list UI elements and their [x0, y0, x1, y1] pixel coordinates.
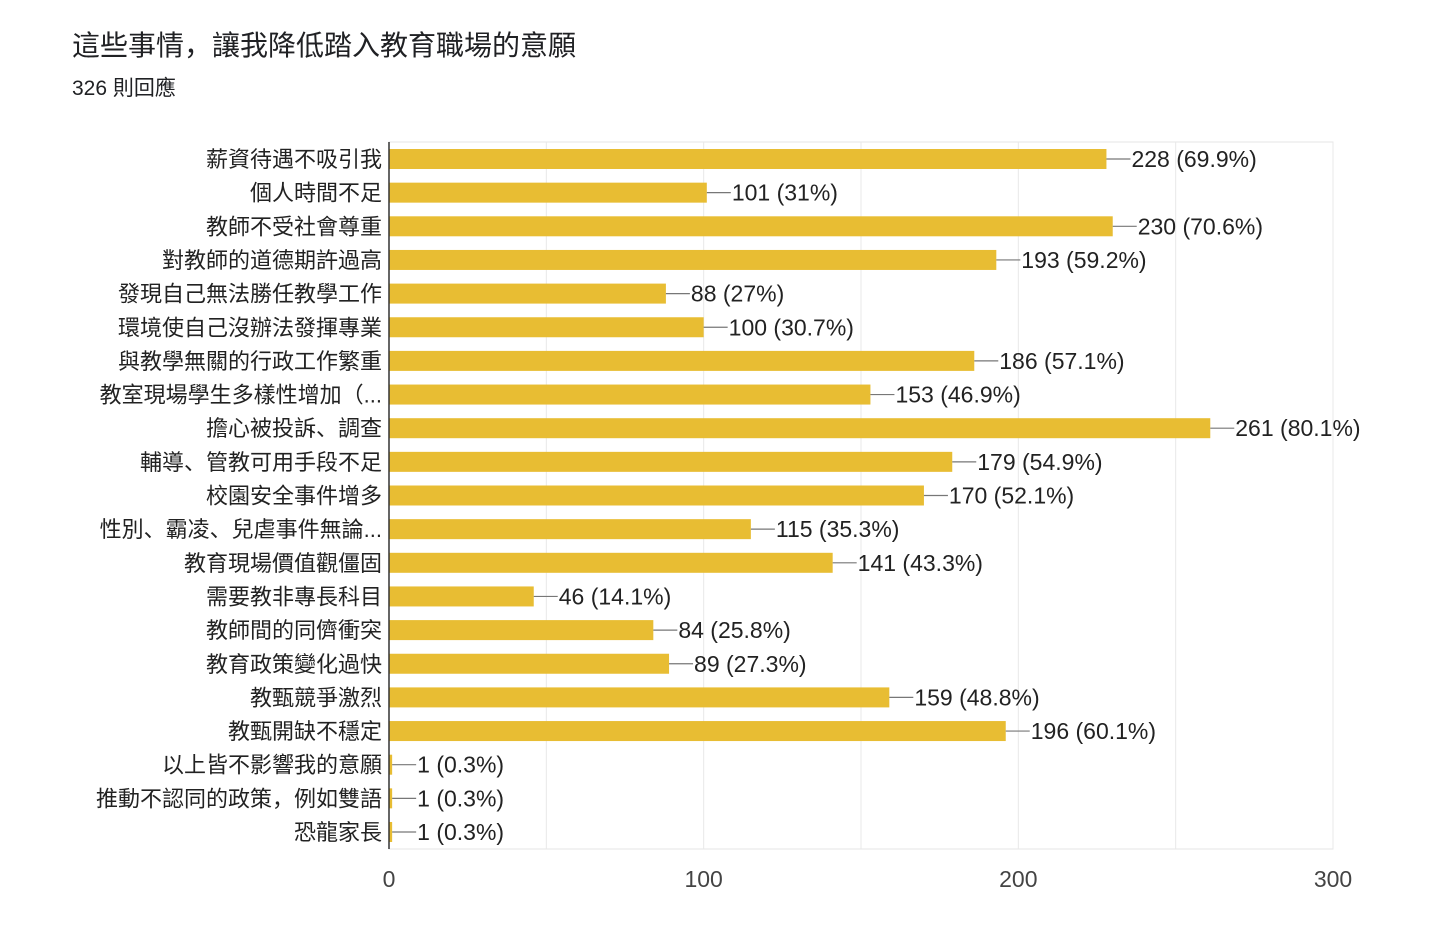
category-label: 性別、霸凌、兒虐事件無論...: [100, 517, 382, 542]
category-label: 發現自己無法勝任教學工作: [118, 282, 382, 307]
bar: [389, 519, 751, 540]
category-label: 對教師的道德期許過高: [162, 248, 382, 273]
category-label: 恐龍家長: [294, 820, 382, 845]
bar: [389, 249, 997, 270]
category-label: 與教學無關的行政工作繁重: [118, 349, 382, 374]
data-label: 1 (0.3%): [417, 819, 504, 845]
data-label: 101 (31%): [732, 180, 838, 206]
bar: [389, 754, 393, 775]
data-label: 84 (25.8%): [678, 617, 791, 643]
category-label: 擔心被投訴、調查: [206, 416, 382, 441]
category-label: 教甄開缺不穩定: [228, 719, 382, 744]
bar: [389, 182, 707, 203]
data-label: 159 (48.8%): [914, 684, 1039, 710]
bar: [389, 620, 654, 641]
bar: [389, 687, 890, 708]
response-count: 326 則回應: [72, 77, 176, 100]
data-label: 100 (30.7%): [729, 314, 854, 340]
bar: [389, 721, 1006, 742]
data-label: 230 (70.6%): [1138, 213, 1263, 239]
category-label: 教育現場價值觀僵固: [184, 551, 382, 576]
bar: [389, 788, 393, 809]
bar: [389, 485, 924, 506]
data-label: 228 (69.9%): [1131, 146, 1256, 172]
bar: [389, 283, 666, 304]
bar: [389, 350, 975, 371]
category-label: 以上皆不影響我的意願: [162, 753, 382, 778]
bar: [389, 418, 1211, 439]
bar: [389, 653, 670, 674]
category-label: 推動不認同的政策，例如雙語: [96, 786, 382, 811]
data-label: 193 (59.2%): [1021, 247, 1146, 273]
category-label: 輔導、管教可用手段不足: [140, 450, 382, 475]
x-tick-label: 100: [684, 866, 722, 892]
category-label: 薪資待遇不吸引我: [206, 147, 382, 172]
category-label: 個人時間不足: [250, 181, 382, 206]
data-label: 115 (35.3%): [776, 516, 900, 542]
bar: [389, 552, 833, 573]
category-label: 教師不受社會尊重: [206, 214, 382, 239]
x-tick-label: 0: [383, 866, 396, 892]
data-label: 196 (60.1%): [1031, 718, 1156, 744]
category-label: 需要教非專長科目: [206, 584, 382, 609]
data-label: 179 (54.9%): [977, 449, 1102, 475]
category-label: 教育政策變化過快: [206, 652, 382, 677]
data-label: 88 (27%): [691, 281, 784, 307]
data-label: 186 (57.1%): [999, 348, 1124, 374]
category-label: 環境使自己沒辦法發揮專業: [118, 315, 382, 340]
data-label: 1 (0.3%): [417, 752, 504, 778]
category-label: 教室現場學生多樣性增加（...: [100, 383, 382, 408]
bar: [389, 451, 953, 472]
data-label: 46 (14.1%): [559, 583, 672, 609]
category-label: 校園安全事件增多: [206, 484, 382, 509]
data-label: 261 (80.1%): [1235, 415, 1360, 441]
data-label: 153 (46.9%): [895, 382, 1020, 408]
data-label: 89 (27.3%): [694, 651, 807, 677]
x-tick-label: 200: [999, 866, 1037, 892]
data-label: 141 (43.3%): [858, 550, 983, 576]
bar: [389, 384, 871, 405]
bar: [389, 586, 534, 607]
data-label: 170 (52.1%): [949, 483, 1074, 509]
bar: [389, 822, 393, 842]
category-label: 教甄競爭激烈: [250, 685, 382, 710]
bar: [389, 317, 704, 338]
category-label: 教師間的同儕衝突: [206, 618, 382, 643]
bar: [389, 216, 1113, 237]
chart-title: 這些事情，讓我降低踏入教育職場的意願: [72, 30, 577, 61]
x-tick-label: 300: [1314, 866, 1352, 892]
data-label: 1 (0.3%): [417, 785, 504, 811]
bar: [389, 149, 1107, 169]
